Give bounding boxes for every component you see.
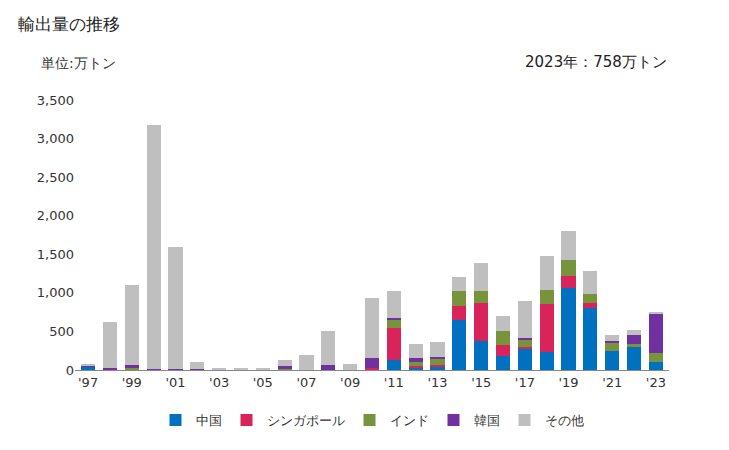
svg-text:その他: その他 — [545, 413, 584, 428]
svg-text:インド: インド — [390, 413, 429, 428]
svg-text:シンガポール: シンガポール — [267, 413, 345, 428]
svg-text:中国: 中国 — [196, 413, 222, 428]
svg-text:500: 500 — [49, 324, 74, 339]
svg-text:'07: '07 — [296, 375, 316, 390]
svg-text:'15: '15 — [471, 375, 491, 390]
svg-text:1,500: 1,500 — [37, 247, 74, 262]
svg-text:2,500: 2,500 — [37, 170, 74, 185]
svg-text:'09: '09 — [340, 375, 360, 390]
svg-text:2023年：758万トン: 2023年：758万トン — [525, 53, 667, 71]
svg-text:'19: '19 — [558, 375, 578, 390]
svg-text:単位:万トン: 単位:万トン — [41, 55, 116, 71]
svg-text:0: 0 — [66, 363, 74, 378]
svg-text:'97: '97 — [78, 375, 98, 390]
svg-text:'11: '11 — [384, 375, 404, 390]
svg-text:輸出量の推移: 輸出量の推移 — [18, 14, 120, 34]
svg-text:'99: '99 — [122, 375, 142, 390]
svg-text:3,000: 3,000 — [37, 131, 74, 146]
svg-text:'05: '05 — [253, 375, 273, 390]
svg-text:'13: '13 — [427, 375, 447, 390]
svg-text:'17: '17 — [515, 375, 535, 390]
svg-text:'01: '01 — [165, 375, 185, 390]
svg-text:韓国: 韓国 — [474, 413, 500, 428]
svg-text:'03: '03 — [209, 375, 229, 390]
svg-text:1,000: 1,000 — [37, 285, 74, 300]
svg-text:2,000: 2,000 — [37, 208, 74, 223]
svg-text:3,500: 3,500 — [37, 93, 74, 108]
svg-text:'21: '21 — [602, 375, 622, 390]
svg-text:'23: '23 — [646, 375, 666, 390]
